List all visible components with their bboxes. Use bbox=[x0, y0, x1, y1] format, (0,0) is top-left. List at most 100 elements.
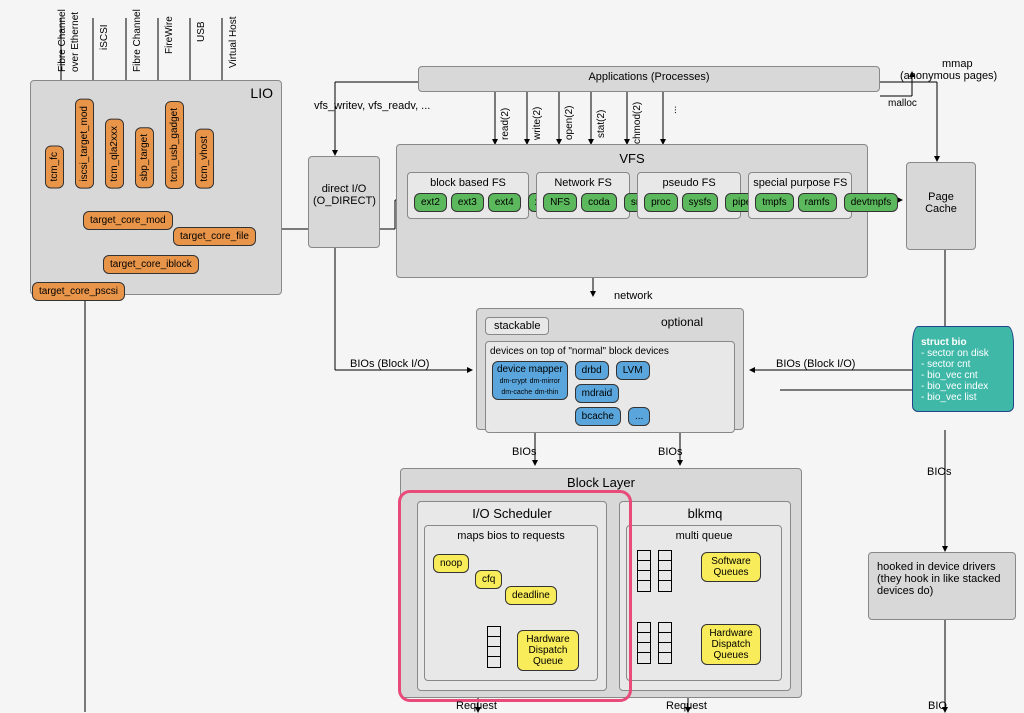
algo-noop: noop bbox=[433, 554, 469, 573]
queue-icon bbox=[637, 622, 651, 664]
devtop: devices on top of "normal" block devices… bbox=[485, 341, 735, 433]
vfs-special: special purpose FS tmpfsramfs devtmpfs bbox=[748, 172, 852, 219]
syscall: stat(2) bbox=[596, 110, 607, 138]
direct-io: direct I/O (O_DIRECT) bbox=[308, 156, 380, 248]
fs: NFS bbox=[543, 193, 577, 212]
malloc-label: malloc bbox=[888, 98, 917, 109]
sb-f: - bio_vec list bbox=[921, 392, 1005, 403]
ios-title: I/O Scheduler bbox=[422, 506, 602, 521]
fs: sysfs bbox=[682, 193, 719, 212]
algo-deadline: deadline bbox=[505, 586, 557, 605]
lio-mod: sbp_target bbox=[135, 127, 154, 188]
request-l: Request bbox=[456, 700, 497, 712]
lio-core-iblock: target_core_iblock bbox=[103, 255, 199, 274]
lio-title: LIO bbox=[250, 85, 273, 101]
fs: proc bbox=[644, 193, 677, 212]
dmsub: dm-mirror bbox=[530, 378, 560, 385]
swq: Software Queues bbox=[701, 552, 761, 582]
optional-box: optional stackable devices on top of "no… bbox=[476, 308, 744, 430]
ios-map: maps bios to requests noop cfq deadline … bbox=[424, 525, 598, 681]
dmsub: dm-thin bbox=[535, 389, 558, 396]
fs: ext4 bbox=[488, 193, 521, 212]
fs: tmpfs bbox=[755, 193, 793, 212]
lio-core-pscsi: target_core_pscsi bbox=[32, 282, 125, 301]
vfs-net: Network FS NFScoda smbfs... ceph bbox=[536, 172, 630, 219]
blkmq-title: blkmq bbox=[624, 506, 786, 521]
opt-item: LVM bbox=[616, 361, 650, 380]
blkmq: blkmq multi queue Software Queues Hardwa… bbox=[619, 501, 791, 691]
struct-bio: struct bio - sector on disk - sector cnt… bbox=[912, 326, 1014, 412]
sb-f: - bio_vec cnt bbox=[921, 370, 1005, 381]
bios-l2: BIOs bbox=[512, 446, 536, 458]
lio-box: LIO tcm_fc iscsi_target_mod tcm_qla2xxx … bbox=[30, 80, 282, 295]
lio-mod: tcm_fc bbox=[45, 145, 64, 188]
proto-vhost: Virtual Host bbox=[228, 16, 239, 68]
syscall: chmod(2) bbox=[632, 102, 643, 144]
queue-icon bbox=[487, 626, 501, 668]
fs: ext2 bbox=[414, 193, 447, 212]
sb-f: - bio_vec index bbox=[921, 381, 1005, 392]
hooked-drivers: hooked in device drivers (they hook in l… bbox=[868, 552, 1016, 620]
sb-f: - sector cnt bbox=[921, 359, 1005, 370]
dm: device mapper bbox=[497, 364, 563, 375]
opt-item: mdraid bbox=[575, 384, 620, 403]
vfs-net-title: Network FS bbox=[541, 177, 625, 189]
page-cache: Page Cache bbox=[906, 162, 976, 250]
vfs-block-title: block based FS bbox=[412, 177, 524, 189]
devtop-text: devices on top of "normal" block devices bbox=[490, 346, 730, 357]
bios-r2: BIOs bbox=[658, 446, 682, 458]
opt-item: ... bbox=[628, 407, 650, 426]
vfs-writev: vfs_writev, vfs_readv, ... bbox=[314, 100, 430, 112]
bl-title: Block Layer bbox=[405, 473, 797, 494]
proto-fc2: Fibre Channel bbox=[132, 9, 143, 72]
opt-item: device mapper dm-crypt dm-mirror dm-cach… bbox=[492, 361, 568, 400]
vfs-box: VFS block based FS ext2ext3ext4 xfsbtrfs… bbox=[396, 144, 868, 278]
sb-title: struct bio bbox=[921, 337, 1005, 348]
hwq: Hardware Dispatch Queue bbox=[517, 630, 579, 671]
vfs-pseudo-title: pseudo FS bbox=[642, 177, 736, 189]
block-layer: Block Layer I/O Scheduler maps bios to r… bbox=[400, 468, 802, 698]
fs: coda bbox=[581, 193, 617, 212]
syscall: ... bbox=[668, 106, 679, 114]
mmap-label: mmap bbox=[942, 58, 973, 70]
lio-mod: tcm_qla2xxx bbox=[105, 119, 124, 189]
syscall: read(2) bbox=[500, 108, 511, 140]
dmsub: dm-crypt bbox=[500, 378, 527, 385]
opt-item: drbd bbox=[575, 361, 609, 380]
hooked-text: hooked in device drivers (they hook in l… bbox=[877, 561, 1001, 597]
bios-r3: BIOs bbox=[927, 466, 951, 478]
fs: devtmpfs bbox=[844, 193, 899, 212]
hwq2: Hardware Dispatch Queues bbox=[701, 624, 761, 665]
proto-iscsi: iSCSI bbox=[99, 24, 110, 50]
dmsub: dm-cache bbox=[501, 389, 532, 396]
vfs-pseudo: pseudo FS procsysfs pipefsfutexfs usbfs.… bbox=[637, 172, 741, 219]
dio-l2: (O_DIRECT) bbox=[313, 195, 375, 207]
proto-fc: Fibre Channel bbox=[57, 9, 68, 72]
page-cache-label: Page Cache bbox=[925, 191, 957, 215]
opt-title: optional bbox=[661, 315, 703, 329]
lio-core-mod: target_core_mod bbox=[83, 211, 173, 230]
queue-icon bbox=[658, 622, 672, 664]
vfs-title: VFS bbox=[401, 149, 863, 170]
request-r: Request bbox=[666, 700, 707, 712]
vfs-special-title: special purpose FS bbox=[753, 177, 847, 189]
fs: ext3 bbox=[451, 193, 484, 212]
io-sched: I/O Scheduler maps bios to requests noop… bbox=[417, 501, 607, 691]
lio-core-file: target_core_file bbox=[173, 227, 256, 246]
blkmq-sub: multi queue bbox=[631, 530, 777, 542]
ios-sub: maps bios to requests bbox=[429, 530, 593, 542]
anon-label: (anonymous pages) bbox=[900, 70, 997, 82]
syscall: write(2) bbox=[532, 107, 543, 140]
queue-icon bbox=[637, 550, 651, 592]
queue-icon bbox=[658, 550, 672, 592]
vfs-block: block based FS ext2ext3ext4 xfsbtrfsifs … bbox=[407, 172, 529, 219]
opt-item: bcache bbox=[575, 407, 621, 426]
sb-f: - sector on disk bbox=[921, 348, 1005, 359]
proto-oe: over Ethernet bbox=[70, 12, 81, 72]
proto-usb: USB bbox=[196, 21, 207, 42]
apps-title: Applications (Processes) bbox=[588, 71, 709, 83]
blkmq-mq: multi queue Software Queues Hardware Dis… bbox=[626, 525, 782, 681]
lio-mod: tcm_vhost bbox=[195, 129, 214, 189]
fs: ramfs bbox=[798, 193, 837, 212]
lio-mod: iscsi_target_mod bbox=[75, 99, 94, 189]
